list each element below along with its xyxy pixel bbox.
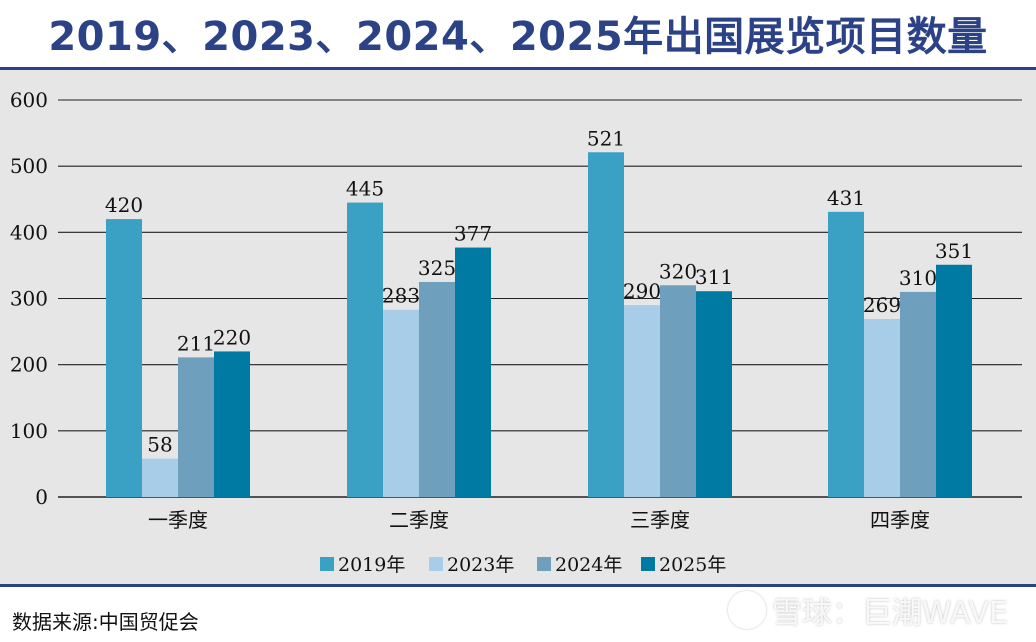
bar — [142, 458, 178, 497]
bar — [696, 291, 732, 497]
data-label: 58 — [147, 433, 172, 457]
data-label: 521 — [587, 126, 625, 150]
legend-label: 2025年 — [659, 554, 726, 576]
x-tick-label: 四季度 — [870, 508, 930, 532]
bar — [588, 152, 624, 497]
data-label: 269 — [863, 293, 901, 317]
watermark-text: 雪球：巨潮WAVE — [771, 596, 1008, 631]
data-label: 220 — [213, 325, 251, 349]
chart-title: 2019、2023、2024、2025年出国展览项目数量 — [48, 14, 988, 60]
bar — [936, 264, 972, 497]
y-tick-label: 500 — [10, 154, 48, 178]
y-tick-label: 600 — [10, 88, 48, 112]
y-tick-label: 200 — [10, 353, 48, 377]
bar — [455, 247, 491, 497]
bar — [624, 305, 660, 497]
data-label: 420 — [105, 193, 143, 217]
data-label: 320 — [659, 259, 697, 283]
data-label: 351 — [935, 239, 973, 263]
data-label: 283 — [382, 284, 420, 308]
data-label: 211 — [177, 331, 215, 355]
data-label: 325 — [418, 256, 456, 280]
y-tick-label: 0 — [35, 485, 48, 509]
x-tick-label: 二季度 — [389, 508, 449, 532]
data-label: 290 — [623, 279, 661, 303]
legend-swatch — [537, 557, 551, 571]
bar — [178, 357, 214, 497]
bar — [864, 319, 900, 497]
x-tick-label: 一季度 — [148, 508, 208, 532]
legend-label: 2023年 — [447, 554, 514, 576]
data-label: 310 — [899, 266, 937, 290]
data-label: 311 — [695, 265, 733, 289]
x-axis-ticks: 一季度 二季度 三季度 四季度 — [148, 508, 930, 532]
data-label: 431 — [827, 186, 865, 210]
legend-label: 2024年 — [555, 554, 622, 576]
y-tick-label: 100 — [10, 419, 48, 443]
data-label: 377 — [454, 222, 492, 246]
bar — [106, 219, 142, 497]
bar — [383, 309, 419, 497]
bar — [347, 202, 383, 497]
bar — [900, 291, 936, 497]
legend: 2019年 2023年 2024年 2025年 — [320, 554, 726, 576]
watermark: 雪球：巨潮WAVE — [727, 588, 1008, 632]
bar — [828, 211, 864, 498]
y-axis-ticks: 0 100 200 300 400 500 600 — [10, 88, 48, 509]
bar — [660, 285, 696, 497]
y-tick-label: 400 — [10, 220, 48, 244]
bars — [106, 152, 972, 498]
x-tick-label: 三季度 — [630, 508, 690, 532]
bar — [419, 281, 455, 497]
bar — [214, 351, 250, 497]
chart-panel: 0 100 200 300 400 500 600 420 58 211 220 445 283 325… — [0, 67, 1036, 587]
legend-swatch — [429, 557, 443, 571]
data-source-note: 数据来源:中国贸促会 — [12, 610, 199, 634]
y-tick-label: 300 — [10, 287, 48, 311]
data-label: 445 — [346, 177, 384, 201]
legend-swatch — [641, 557, 655, 571]
legend-label: 2019年 — [338, 554, 405, 576]
legend-swatch — [320, 557, 334, 571]
snowball-logo-icon — [727, 591, 766, 629]
